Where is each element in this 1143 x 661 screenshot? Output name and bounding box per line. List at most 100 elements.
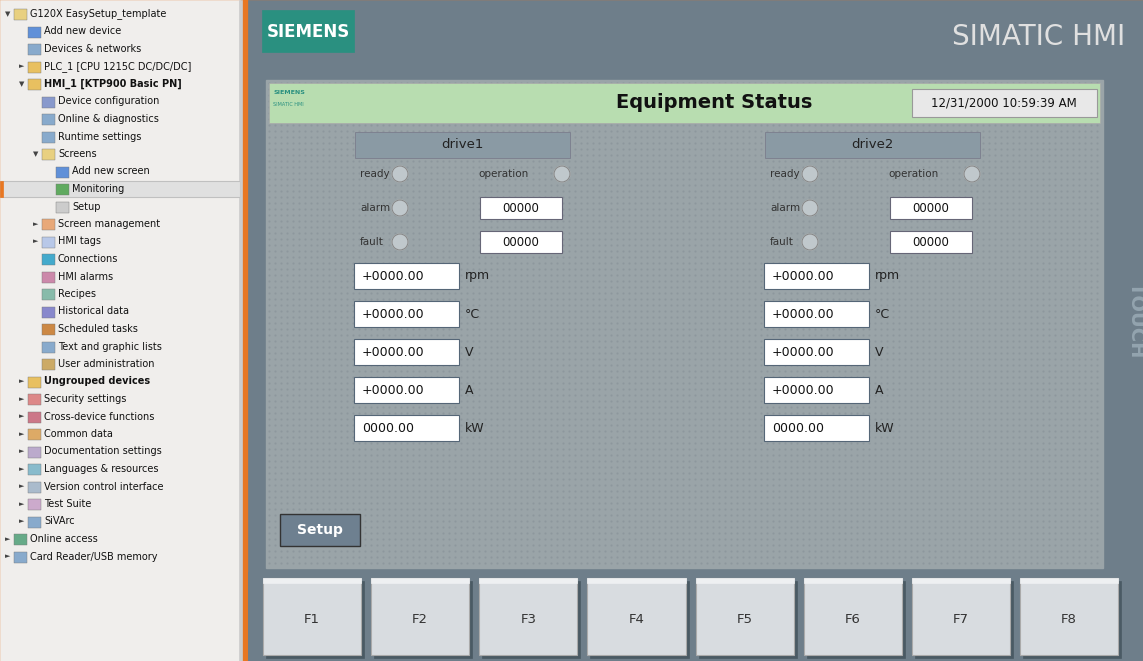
Text: Setup: Setup <box>72 202 101 212</box>
Bar <box>764 415 869 441</box>
Text: Version control interface: Version control interface <box>43 481 163 492</box>
Bar <box>27 464 41 475</box>
Text: rpm: rpm <box>876 270 901 282</box>
Text: 00000: 00000 <box>912 202 950 215</box>
Bar <box>248 0 1143 661</box>
Bar <box>42 132 55 143</box>
Bar <box>764 339 869 365</box>
Bar <box>764 263 869 289</box>
Text: 0000.00: 0000.00 <box>772 422 824 434</box>
Text: Scheduled tasks: Scheduled tasks <box>58 324 138 334</box>
Bar <box>890 231 972 253</box>
Bar <box>914 581 1013 658</box>
Text: alarm: alarm <box>770 203 800 213</box>
Bar <box>764 301 869 327</box>
Text: Security settings: Security settings <box>43 394 127 404</box>
Bar <box>42 97 55 108</box>
Bar <box>263 578 361 583</box>
Circle shape <box>802 200 818 216</box>
Text: °C: °C <box>465 307 480 321</box>
Text: V: V <box>465 346 473 358</box>
Bar <box>354 263 459 289</box>
Bar <box>56 167 69 178</box>
Bar <box>262 10 354 52</box>
Text: SIEMENS: SIEMENS <box>266 23 350 41</box>
Bar <box>42 114 55 125</box>
Bar <box>27 79 41 90</box>
Bar <box>42 149 55 160</box>
Text: V: V <box>876 346 884 358</box>
Bar <box>807 581 905 658</box>
Bar <box>42 272 55 282</box>
Text: Cross-device functions: Cross-device functions <box>43 412 154 422</box>
Text: °C: °C <box>876 307 890 321</box>
Bar <box>42 254 55 265</box>
Text: ►: ► <box>19 483 24 490</box>
Bar <box>14 534 27 545</box>
Text: ►: ► <box>33 221 39 227</box>
Text: ►: ► <box>19 449 24 455</box>
Text: 00000: 00000 <box>503 202 539 215</box>
Bar <box>480 197 562 219</box>
Text: ►: ► <box>19 379 24 385</box>
Text: SIEMENS: SIEMENS <box>273 91 305 95</box>
Circle shape <box>392 200 408 216</box>
Bar <box>354 339 459 365</box>
Bar <box>240 0 242 661</box>
Bar <box>56 202 69 212</box>
Bar <box>698 581 797 658</box>
Bar <box>27 429 41 440</box>
Bar <box>280 514 360 546</box>
Text: ►: ► <box>33 239 39 245</box>
Text: F7: F7 <box>953 613 969 626</box>
Bar <box>27 481 41 492</box>
Bar <box>354 301 459 327</box>
Text: 00000: 00000 <box>912 235 950 249</box>
Bar <box>479 578 577 583</box>
Text: ▼: ▼ <box>19 81 24 87</box>
Bar <box>27 412 41 422</box>
Text: ►: ► <box>19 501 24 507</box>
Text: +0000.00: +0000.00 <box>772 383 834 397</box>
Text: +0000.00: +0000.00 <box>772 346 834 358</box>
Text: F3: F3 <box>520 613 536 626</box>
Text: +0000.00: +0000.00 <box>772 307 834 321</box>
Bar <box>1020 578 1118 655</box>
Text: Add new device: Add new device <box>43 26 121 36</box>
Bar <box>1020 578 1118 583</box>
Text: Runtime settings: Runtime settings <box>58 132 142 141</box>
Bar <box>354 377 459 403</box>
Text: kW: kW <box>465 422 485 434</box>
Bar <box>482 581 581 658</box>
Text: Equipment Status: Equipment Status <box>616 93 813 112</box>
Text: Devices & networks: Devices & networks <box>43 44 142 54</box>
Text: +0000.00: +0000.00 <box>362 307 425 321</box>
Bar <box>354 415 459 441</box>
Text: A: A <box>876 383 884 397</box>
Text: Languages & resources: Languages & resources <box>43 464 159 474</box>
Bar <box>266 581 365 658</box>
Bar <box>0 0 240 661</box>
Bar <box>765 132 980 158</box>
Text: Connections: Connections <box>58 254 119 264</box>
Text: Screens: Screens <box>58 149 97 159</box>
Text: ►: ► <box>19 431 24 437</box>
Text: Device configuration: Device configuration <box>58 97 159 106</box>
Bar <box>695 578 793 583</box>
Text: F8: F8 <box>1061 613 1077 626</box>
Text: 12/31/2000 10:59:39 AM: 12/31/2000 10:59:39 AM <box>932 97 1077 110</box>
Text: F2: F2 <box>413 613 429 626</box>
Text: fault: fault <box>770 237 794 247</box>
Text: alarm: alarm <box>360 203 390 213</box>
Bar <box>0 180 240 198</box>
Bar <box>248 572 1143 661</box>
Bar <box>27 516 41 527</box>
Text: F4: F4 <box>629 613 645 626</box>
Text: Card Reader/USB memory: Card Reader/USB memory <box>30 551 158 561</box>
Text: operation: operation <box>888 169 938 179</box>
Bar <box>27 26 41 38</box>
Text: Historical data: Historical data <box>58 307 129 317</box>
Text: +0000.00: +0000.00 <box>772 270 834 282</box>
Text: HMI tags: HMI tags <box>58 237 101 247</box>
Bar <box>27 44 41 55</box>
